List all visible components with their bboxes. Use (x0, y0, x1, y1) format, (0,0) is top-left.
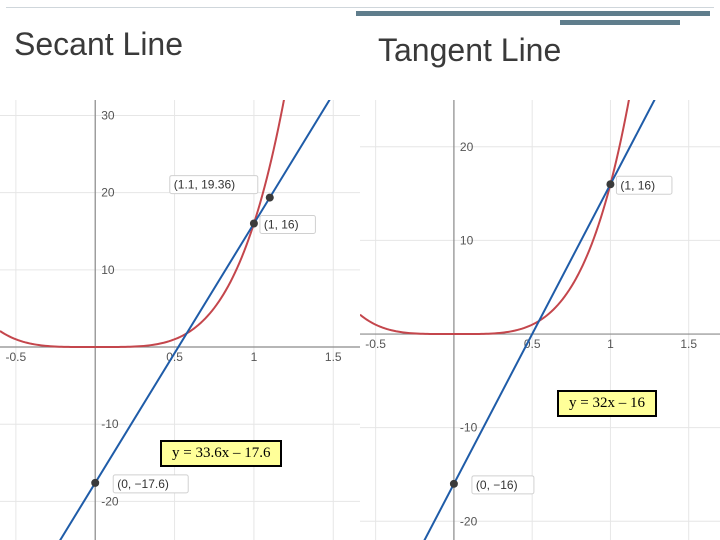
svg-text:(0, −17.6): (0, −17.6) (117, 477, 169, 491)
point-label: (0, −16) (472, 476, 534, 494)
y-tick-label: -20 (101, 494, 119, 508)
svg-text:(1.1, 19.36): (1.1, 19.36) (174, 178, 235, 192)
chart-point (266, 194, 274, 202)
chart-secant: -0.50.511.5-20-10102030(1, 16)(1.1, 19.3… (0, 100, 365, 540)
x-tick-label: -0.5 (6, 350, 27, 364)
point-label: (1, 16) (260, 216, 316, 234)
x-tick-label: 1 (607, 337, 614, 351)
point-label: (1, 16) (616, 176, 672, 194)
equation-tangent: y = 32x – 16 (557, 390, 657, 417)
slide: Secant Line Tangent Line -0.50.511.5-20-… (0, 0, 720, 540)
y-tick-label: -10 (460, 421, 478, 435)
x-tick-label: 1 (251, 350, 258, 364)
x-tick-label: 1.5 (325, 350, 342, 364)
y-tick-label: 10 (460, 233, 474, 247)
y-tick-label: -20 (460, 514, 478, 528)
y-tick-label: 30 (101, 108, 115, 122)
accent-rule (356, 11, 710, 16)
chart-point (91, 479, 99, 487)
x-tick-label: 1.5 (680, 337, 697, 351)
y-tick-label: 20 (460, 140, 474, 154)
title-tangent: Tangent Line (378, 32, 561, 69)
svg-text:(0, −16): (0, −16) (476, 478, 518, 492)
svg-text:(1, 16): (1, 16) (620, 178, 655, 192)
svg-text:(1, 16): (1, 16) (264, 218, 299, 232)
accent-rule (6, 7, 714, 8)
equation-secant: y = 33.6x – 17.6 (160, 440, 282, 467)
point-label: (1.1, 19.36) (170, 176, 258, 194)
title-secant: Secant Line (14, 26, 183, 63)
y-tick-label: -10 (101, 417, 119, 431)
chart-point (606, 180, 614, 188)
y-tick-label: 10 (101, 263, 115, 277)
accent-rule (560, 20, 680, 25)
chart-point (250, 220, 258, 228)
chart-point (450, 480, 458, 488)
y-tick-label: 20 (101, 186, 115, 200)
chart-tangent: -0.50.511.5-20-101020(1, 16)(0, −16) (360, 100, 720, 540)
x-tick-label: -0.5 (365, 337, 386, 351)
point-label: (0, −17.6) (113, 475, 188, 493)
